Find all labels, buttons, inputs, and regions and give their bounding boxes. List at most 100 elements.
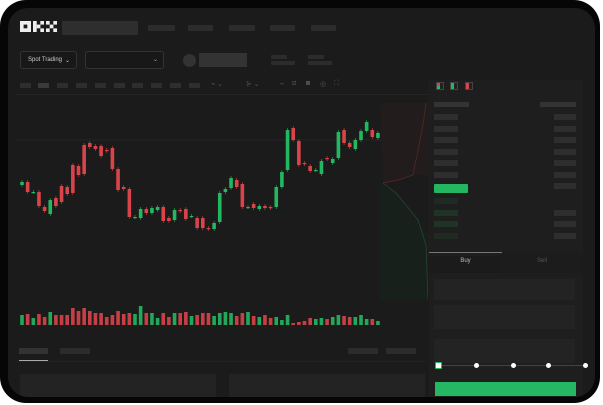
ask-price[interactable] <box>434 126 458 132</box>
volume-bar <box>155 318 160 325</box>
timeframe-button[interactable] <box>76 83 87 88</box>
ask-price[interactable] <box>434 149 458 155</box>
candle-body <box>127 189 132 217</box>
draw-line-icon[interactable]: ∼ <box>279 81 285 88</box>
ask-amount[interactable] <box>554 149 576 155</box>
candle-body <box>229 178 233 188</box>
pair-selector[interactable]: ⌄ <box>85 51 164 69</box>
orderbook-buy-icon[interactable] <box>450 82 458 90</box>
ask-amount[interactable] <box>554 160 576 166</box>
stat-label <box>308 55 324 59</box>
filter-button[interactable] <box>386 348 416 354</box>
volume-bar <box>308 318 312 325</box>
candle-body <box>280 172 284 187</box>
volume-bar <box>127 313 132 325</box>
bid-amount[interactable] <box>554 233 576 239</box>
candle-body <box>347 143 352 147</box>
candle-body <box>308 166 312 171</box>
nav-item[interactable] <box>270 25 295 31</box>
bid-price[interactable] <box>434 198 458 204</box>
candle-type-icon[interactable]: ⌁ ⌄ <box>211 81 224 88</box>
leverage-slider-handle[interactable] <box>435 362 442 369</box>
volume-bar <box>257 317 262 325</box>
slider-step-dot[interactable] <box>583 363 588 368</box>
ask-amount[interactable] <box>554 114 576 120</box>
slider-step-dot[interactable] <box>546 363 551 368</box>
timeframe-button[interactable] <box>20 83 31 88</box>
stat-label <box>271 55 287 59</box>
timeframe-button[interactable] <box>38 83 49 88</box>
bid-amount[interactable] <box>554 198 576 204</box>
bid-price[interactable] <box>434 221 458 227</box>
timeframe-button[interactable] <box>114 83 125 88</box>
slider-step-dot[interactable] <box>474 363 479 368</box>
candle-body <box>20 182 24 185</box>
volume-bar <box>347 317 352 325</box>
bid-amount[interactable] <box>554 210 576 216</box>
ask-amount[interactable] <box>554 137 576 143</box>
orderbook-sell-icon[interactable] <box>465 82 473 90</box>
timeframe-button[interactable] <box>151 83 162 88</box>
tab-order-history[interactable] <box>60 348 90 354</box>
okx-logo[interactable] <box>20 21 58 32</box>
volume-bar <box>88 311 92 325</box>
volume-bar <box>189 316 194 325</box>
orders-panel <box>20 374 216 397</box>
price-input[interactable] <box>434 279 575 300</box>
volume-bar <box>25 314 30 325</box>
indicator-icon[interactable]: ⊱ ⌄ <box>246 81 260 88</box>
candle-body <box>76 166 81 175</box>
nav-item[interactable] <box>148 25 175 31</box>
ask-amount[interactable] <box>554 126 576 132</box>
ask-price[interactable] <box>434 114 458 120</box>
tab-buy[interactable]: Buy <box>429 252 502 272</box>
ruler-icon[interactable]: ⧄ <box>292 80 297 87</box>
ask-price[interactable] <box>434 160 458 166</box>
volume-bar <box>297 322 301 325</box>
market-selector[interactable]: Spot Trading ⌄ <box>20 51 77 69</box>
filter-button[interactable] <box>348 348 378 354</box>
buy-button[interactable] <box>435 382 576 396</box>
nav-item[interactable] <box>229 25 255 31</box>
volume-bar <box>376 321 380 325</box>
slider-step-dot[interactable] <box>511 363 516 368</box>
volume-bar <box>172 313 177 325</box>
search-bar[interactable] <box>62 21 138 35</box>
bid-amount[interactable] <box>554 221 576 227</box>
amount-input[interactable] <box>434 305 575 329</box>
timeframe-button[interactable] <box>95 83 106 88</box>
tab-open-orders[interactable] <box>19 348 48 354</box>
candle-body <box>212 223 216 229</box>
depth-ask-line <box>382 102 427 184</box>
nav-item[interactable] <box>311 25 336 31</box>
settings-icon[interactable]: ◎ <box>320 81 327 88</box>
nav-item[interactable] <box>188 25 213 31</box>
timeframe-button[interactable] <box>189 83 200 88</box>
candle-body <box>297 141 301 165</box>
bid-price[interactable] <box>434 210 458 216</box>
camera-icon[interactable]: ◙ <box>306 80 311 87</box>
timeframe-button[interactable] <box>132 83 143 88</box>
timeframe-button[interactable] <box>57 83 68 88</box>
orderbook-both-icon[interactable] <box>436 82 444 90</box>
ask-amount[interactable] <box>554 183 576 189</box>
bid-price[interactable] <box>434 233 458 239</box>
fullscreen-icon[interactable]: ⛶ <box>334 80 339 87</box>
candle-body <box>342 130 346 143</box>
candle-body <box>116 169 120 190</box>
ask-price[interactable] <box>434 172 458 178</box>
candle-body <box>364 122 369 131</box>
volume-bar <box>133 314 137 325</box>
candle-body <box>240 184 245 207</box>
total-input[interactable] <box>434 339 575 363</box>
orderbook-header-amount <box>540 102 576 107</box>
candle-body <box>99 146 103 156</box>
candle-body <box>302 163 307 165</box>
tab-sell[interactable]: Sell <box>502 253 582 273</box>
candle-body <box>319 161 324 174</box>
ask-amount[interactable] <box>554 172 576 178</box>
volume-bar <box>59 315 64 325</box>
timeframe-button[interactable] <box>170 83 181 88</box>
ask-price[interactable] <box>434 137 458 143</box>
candlestick-chart[interactable] <box>8 95 428 340</box>
